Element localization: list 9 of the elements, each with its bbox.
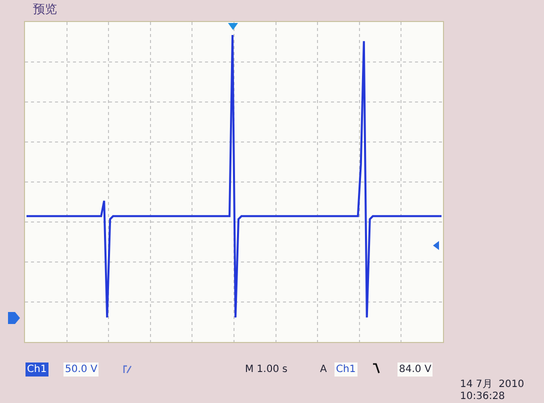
text: 14 7月 2010	[460, 379, 524, 390]
text: Ch1	[336, 364, 356, 375]
text: Ch1	[27, 364, 47, 375]
text: 10:36:28	[460, 391, 505, 402]
chart-title: 预览	[33, 2, 57, 16]
text: 84.0 V	[399, 364, 432, 375]
text: 50.0 V	[65, 364, 98, 375]
text: M 1.00 s	[245, 364, 288, 375]
text: A	[320, 364, 327, 375]
